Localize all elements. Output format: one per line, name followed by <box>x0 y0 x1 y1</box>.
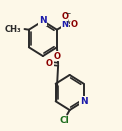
Text: N: N <box>39 17 47 25</box>
Text: N: N <box>80 97 87 106</box>
Text: O: O <box>71 20 78 29</box>
Text: Cl: Cl <box>60 116 70 125</box>
Text: O: O <box>61 12 68 21</box>
Text: +: + <box>66 19 71 24</box>
Text: N: N <box>61 20 68 29</box>
Text: −: − <box>64 9 71 18</box>
Text: O: O <box>54 52 61 61</box>
Text: O: O <box>46 59 53 68</box>
Text: CH₃: CH₃ <box>5 24 21 34</box>
